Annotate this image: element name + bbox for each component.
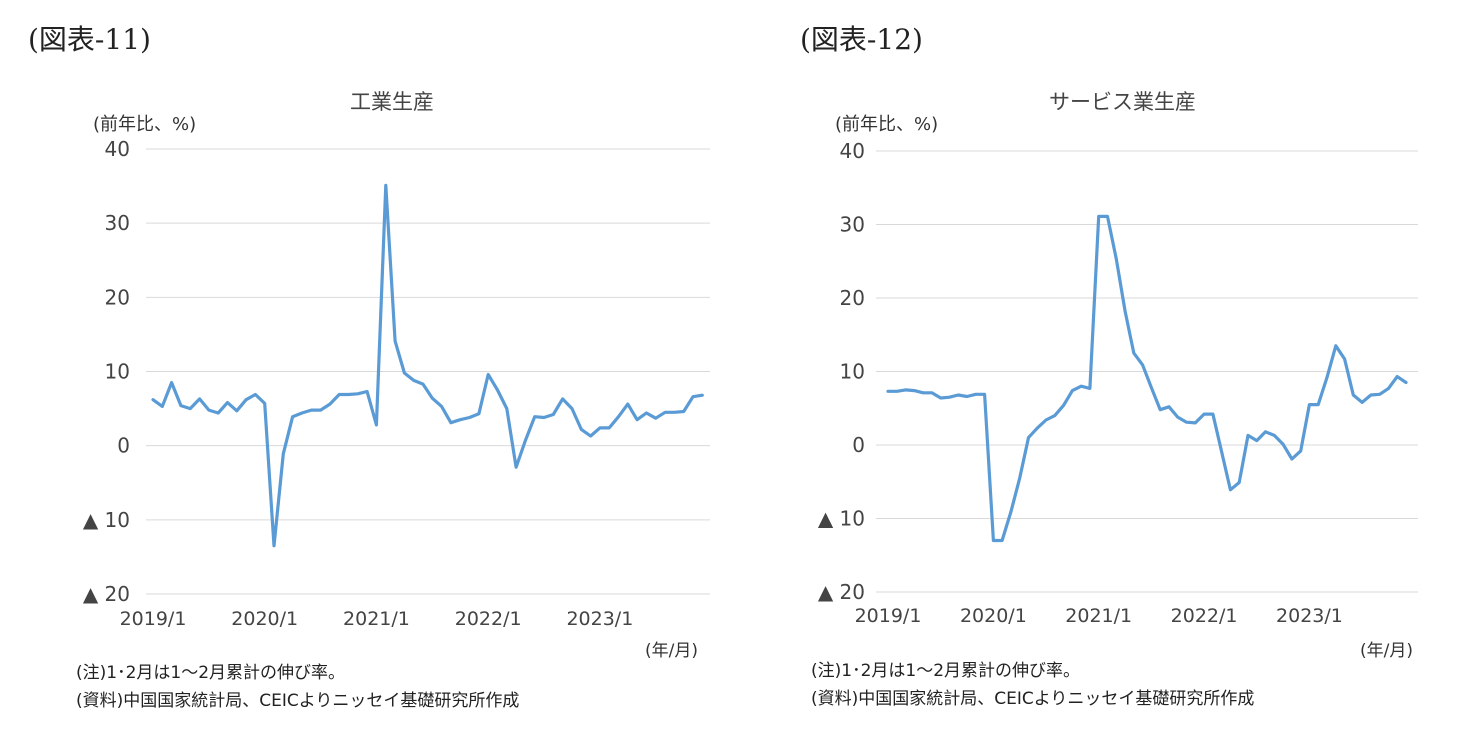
y-tick-label: ▲ 20 [83, 582, 130, 606]
source-text: (資料)中国国家統計局、CEICよりニッセイ基礎研究所作成 [76, 691, 520, 711]
y-tick-label: ▲ 10 [83, 508, 130, 532]
figure-12: (図表-12) サービス業生産 (前年比、%) 40 30 20 10 0 ▲ 10 ▲ 2… [735, 0, 1470, 738]
x-tick-label: 2019/1 [120, 608, 187, 630]
y-tick-label: ▲ 20 [818, 580, 865, 604]
x-tick-label: 2021/1 [343, 608, 410, 630]
y-tick-label: 20 [840, 286, 865, 310]
y-tick-label: 40 [105, 137, 130, 161]
series-line [151, 183, 704, 548]
y-tick-label: ▲ 10 [818, 507, 865, 531]
y-tick-label: 30 [840, 213, 865, 237]
x-tick-label: 2023/1 [1276, 605, 1343, 627]
chart-title: 工業生産 [350, 90, 434, 114]
y-tick-label: 0 [852, 433, 865, 457]
x-tick-label: 2021/1 [1065, 605, 1132, 627]
y-tick-label: 10 [840, 360, 865, 384]
x-tick-label: 2022/1 [455, 608, 522, 630]
unit-label: (前年比、%) [93, 114, 197, 135]
chart-title: サービス業生産 [1049, 90, 1196, 114]
period-label: (年/月) [645, 641, 698, 661]
source-text: (資料)中国国家統計局、CEICよりニッセイ基礎研究所作成 [811, 689, 1255, 709]
figure-label: (図表-12) [800, 23, 923, 56]
x-tick-label: 2019/1 [855, 605, 922, 627]
figure-11: (図表-11) 工業生産 (前年比、%) 40 30 20 10 0 ▲ 10 ▲ 20 20… [28, 23, 710, 711]
x-tick-label: 2020/1 [960, 605, 1027, 627]
y-tick-label: 40 [840, 139, 865, 163]
y-tick-label: 0 [117, 434, 130, 458]
x-tick-label: 2020/1 [231, 608, 298, 630]
note-text: (注)1･2月は1～2月累計の伸び率。 [76, 663, 346, 683]
y-tick-label: 10 [105, 360, 130, 384]
y-tick-label: 20 [105, 285, 130, 309]
y-tick-label: 30 [105, 211, 130, 235]
note-text: (注)1･2月は1～2月累計の伸び率。 [811, 661, 1081, 681]
unit-label: (前年比、%) [835, 114, 939, 135]
figure-label: (図表-11) [28, 23, 151, 56]
x-tick-label: 2023/1 [566, 608, 633, 630]
period-label: (年/月) [1360, 641, 1413, 661]
x-tick-label: 2022/1 [1171, 605, 1238, 627]
series-line [886, 214, 1408, 543]
